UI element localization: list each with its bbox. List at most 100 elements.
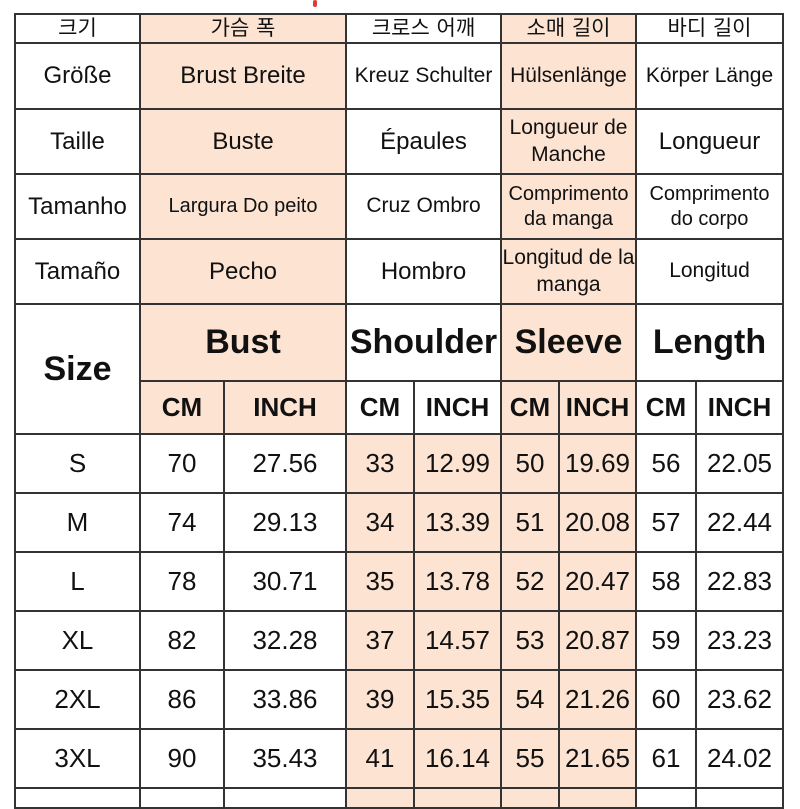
cell-size: L xyxy=(14,551,141,612)
cell-sleeve-cm: 53 xyxy=(500,610,560,671)
cell-length-cm: 61 xyxy=(635,728,697,789)
red-mark xyxy=(313,0,317,7)
cell-size: M xyxy=(14,492,141,553)
length-header: Length xyxy=(635,303,784,382)
cut-off-cell xyxy=(500,787,560,809)
cell-length-in: 23.62 xyxy=(695,669,784,730)
cut-off-cell xyxy=(14,787,141,809)
cell-bust-in: 30.71 xyxy=(223,551,347,612)
ko-sleeve: 소매 길이 xyxy=(500,13,637,44)
bust-inch-unit: INCH xyxy=(223,380,347,435)
cell-length-in: 22.44 xyxy=(695,492,784,553)
cell-sleeve-in: 20.47 xyxy=(558,551,637,612)
size-row-xl: XL 82 32.28 37 14.57 53 20.87 59 23.23 xyxy=(14,610,784,671)
cell-sleeve-in: 21.26 xyxy=(558,669,637,730)
cell-size: S xyxy=(14,433,141,494)
size-row-2xl: 2XL 86 33.86 39 15.35 54 21.26 60 23.62 xyxy=(14,669,784,730)
bust-cm-unit: CM xyxy=(139,380,225,435)
de-size: Größe xyxy=(14,42,141,110)
shoulder-inch-unit: INCH xyxy=(413,380,502,435)
fr-shoulder: Épaules xyxy=(345,108,502,175)
cell-shoulder-cm: 39 xyxy=(345,669,415,730)
row-french: Taille Buste Épaules Longueur de Manche … xyxy=(14,108,784,175)
pt-bust: Largura Do peito xyxy=(139,173,347,240)
cell-shoulder-in: 16.14 xyxy=(413,728,502,789)
cell-sleeve-cm: 52 xyxy=(500,551,560,612)
row-korean: 크기 가슴 폭 크로스 어깨 소매 길이 바디 길이 xyxy=(14,13,784,44)
ko-bust: 가슴 폭 xyxy=(139,13,347,44)
cell-sleeve-cm: 50 xyxy=(500,433,560,494)
cell-length-in: 23.23 xyxy=(695,610,784,671)
fr-bust: Buste xyxy=(139,108,347,175)
cell-bust-in: 32.28 xyxy=(223,610,347,671)
cell-bust-in: 27.56 xyxy=(223,433,347,494)
row-units: CM INCH CM INCH CM INCH CM INCH xyxy=(15,380,784,435)
de-sleeve: Hülsenlänge xyxy=(500,42,637,110)
pt-length: Comprimento do corpo xyxy=(635,173,784,240)
pt-sleeve: Comprimento da manga xyxy=(500,173,637,240)
cell-length-in: 22.83 xyxy=(695,551,784,612)
de-bust: Brust Breite xyxy=(139,42,347,110)
sleeve-cm-unit: CM xyxy=(500,380,560,435)
cell-shoulder-cm: 35 xyxy=(345,551,415,612)
cell-bust-cm: 90 xyxy=(139,728,225,789)
row-german: Größe Brust Breite Kreuz Schulter Hülsen… xyxy=(14,42,784,110)
cell-sleeve-in: 21.65 xyxy=(558,728,637,789)
cell-length-cm: 57 xyxy=(635,492,697,553)
row-portuguese: Tamanho Largura Do peito Cruz Ombro Comp… xyxy=(14,173,784,240)
cell-shoulder-cm: 34 xyxy=(345,492,415,553)
cell-shoulder-in: 12.99 xyxy=(413,433,502,494)
sleeve-header: Sleeve xyxy=(500,303,637,382)
shoulder-cm-unit: CM xyxy=(345,380,415,435)
cell-sleeve-cm: 54 xyxy=(500,669,560,730)
size-row-s: S 70 27.56 33 12.99 50 19.69 56 22.05 xyxy=(14,433,784,494)
cut-off-cell xyxy=(223,787,347,809)
cell-shoulder-cm: 33 xyxy=(345,433,415,494)
cut-off-cell xyxy=(635,787,697,809)
shoulder-header: Shoulder xyxy=(345,303,502,382)
cell-bust-cm: 86 xyxy=(139,669,225,730)
es-size: Tamaño xyxy=(14,238,141,305)
bust-header: Bust xyxy=(139,303,347,382)
cell-sleeve-in: 19.69 xyxy=(558,433,637,494)
cell-size: 3XL xyxy=(14,728,141,789)
size-row-l: L 78 30.71 35 13.78 52 20.47 58 22.83 xyxy=(14,551,784,612)
cell-size: 2XL xyxy=(14,669,141,730)
ko-size: 크기 xyxy=(14,13,141,44)
size-header: Size xyxy=(14,303,141,435)
cell-bust-in: 35.43 xyxy=(223,728,347,789)
cell-shoulder-in: 13.78 xyxy=(413,551,502,612)
cell-sleeve-in: 20.87 xyxy=(558,610,637,671)
es-bust: Pecho xyxy=(139,238,347,305)
size-chart-table: 크기 가슴 폭 크로스 어깨 소매 길이 바디 길이 Größe Brust B… xyxy=(14,13,784,809)
cell-sleeve-cm: 51 xyxy=(500,492,560,553)
ko-shoulder: 크로스 어깨 xyxy=(345,13,502,44)
pt-size: Tamanho xyxy=(14,173,141,240)
cell-length-cm: 60 xyxy=(635,669,697,730)
es-length: Longitud xyxy=(635,238,784,305)
pt-shoulder: Cruz Ombro xyxy=(345,173,502,240)
length-cm-unit: CM xyxy=(635,380,697,435)
length-inch-unit: INCH xyxy=(695,380,784,435)
ko-length: 바디 길이 xyxy=(635,13,784,44)
cell-length-cm: 58 xyxy=(635,551,697,612)
cell-bust-cm: 74 xyxy=(139,492,225,553)
cell-bust-in: 29.13 xyxy=(223,492,347,553)
fr-sleeve: Longueur de Manche xyxy=(500,108,637,175)
cell-sleeve-cm: 55 xyxy=(500,728,560,789)
cut-off-cell xyxy=(695,787,784,809)
cell-shoulder-cm: 41 xyxy=(345,728,415,789)
cell-sleeve-in: 20.08 xyxy=(558,492,637,553)
cut-off-cell xyxy=(413,787,502,809)
cell-size: XL xyxy=(14,610,141,671)
cell-shoulder-in: 14.57 xyxy=(413,610,502,671)
cell-length-in: 24.02 xyxy=(695,728,784,789)
fr-length: Longueur xyxy=(635,108,784,175)
cell-shoulder-in: 15.35 xyxy=(413,669,502,730)
de-length: Körper Länge xyxy=(635,42,784,110)
cut-off-cell xyxy=(139,787,225,809)
cell-length-in: 22.05 xyxy=(695,433,784,494)
cell-shoulder-in: 13.39 xyxy=(413,492,502,553)
row-spanish: Tamaño Pecho Hombro Longitud de la manga… xyxy=(14,238,784,305)
de-shoulder: Kreuz Schulter xyxy=(345,42,502,110)
